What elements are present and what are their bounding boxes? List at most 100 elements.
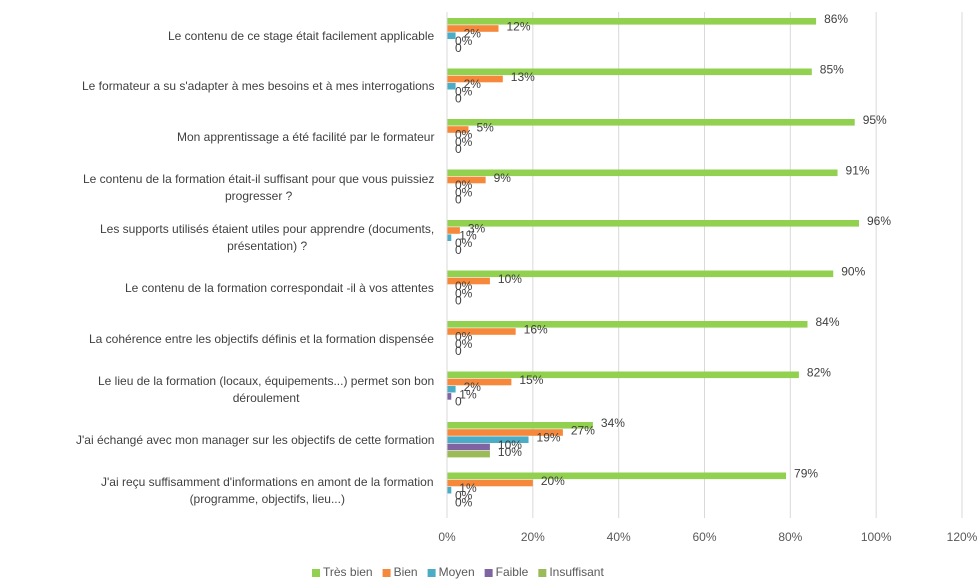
bar	[447, 429, 563, 436]
bar	[447, 486, 452, 494]
data-label: 9%	[494, 171, 512, 185]
data-label: 0%	[455, 495, 473, 509]
legend-swatch	[382, 569, 391, 577]
data-label: 0%	[455, 286, 473, 300]
bar	[447, 176, 486, 184]
legend-label: Faible	[496, 565, 529, 579]
data-label: 79%	[794, 467, 818, 481]
bar	[447, 385, 456, 393]
data-label: 0%	[455, 135, 473, 149]
bar	[447, 378, 512, 386]
bar	[447, 119, 855, 126]
data-label: 15%	[519, 373, 543, 387]
data-label: 2%	[464, 27, 482, 41]
data-label: 10%	[498, 445, 522, 459]
x-tick-label: 100%	[861, 530, 892, 544]
bar	[447, 443, 490, 451]
data-label: 2%	[464, 77, 482, 91]
data-label: 0%	[455, 279, 473, 293]
bar	[447, 371, 799, 379]
legend-label: Très bien	[323, 565, 373, 579]
data-label: 0%	[455, 178, 473, 192]
data-label: 0%	[455, 128, 473, 142]
x-tick-label: 80%	[778, 530, 802, 544]
category-label: Le lieu de la formation (locaux, équipem…	[98, 373, 435, 405]
data-label: 82%	[807, 366, 831, 380]
x-tick-label: 0%	[438, 530, 456, 544]
data-label: 0	[455, 91, 462, 105]
legend-label: Insuffisant	[549, 565, 604, 579]
data-label: 2%	[464, 380, 482, 394]
bar	[447, 220, 859, 227]
data-label: 27%	[571, 423, 595, 437]
data-label: 1%	[459, 387, 477, 401]
data-label: 0	[455, 41, 462, 55]
data-label: 3%	[468, 221, 486, 235]
bar	[447, 321, 808, 328]
bar	[447, 82, 456, 90]
bar	[447, 450, 490, 458]
data-label: 95%	[863, 113, 887, 127]
legend-swatch	[427, 569, 436, 577]
bar	[447, 75, 503, 83]
bar	[447, 227, 460, 234]
category-label: J'ai reçu suffisamment d'informations en…	[101, 474, 434, 506]
data-label: 0%	[455, 185, 473, 199]
x-tick-label: 20%	[521, 530, 545, 544]
bar	[447, 479, 533, 487]
data-label: 19%	[537, 431, 561, 445]
data-label: 91%	[846, 164, 870, 178]
bar	[447, 277, 490, 285]
bar	[447, 422, 593, 429]
data-label: 0%	[455, 337, 473, 351]
data-label: 13%	[511, 70, 535, 84]
data-label: 0	[455, 243, 462, 257]
bar	[447, 234, 452, 241]
data-label: 0	[455, 394, 462, 408]
data-label: 86%	[824, 12, 848, 26]
legend-label: Moyen	[439, 565, 475, 579]
bar	[447, 18, 817, 25]
data-label: 5%	[476, 120, 494, 134]
data-label: 0%	[455, 34, 473, 48]
category-label: Le formateur a su s'adapter à mes besoin…	[82, 79, 435, 93]
legend-label: Bien	[394, 565, 418, 579]
data-label: 90%	[841, 265, 865, 279]
x-tick-label: 40%	[607, 530, 631, 544]
x-tick-label: 60%	[692, 530, 716, 544]
data-label: 0%	[455, 330, 473, 344]
data-label: 0	[455, 344, 462, 358]
bar	[447, 328, 516, 335]
category-label: Les supports utilisés étaient utiles pou…	[100, 222, 435, 253]
data-label: 0	[455, 142, 462, 156]
bar	[447, 270, 834, 278]
data-label: 0%	[455, 236, 473, 250]
data-label: 0	[455, 293, 462, 307]
legend-swatch	[484, 569, 493, 577]
bar	[447, 436, 529, 443]
category-label: La cohérence entre les objectifs définis…	[89, 331, 434, 346]
data-label: 0%	[455, 488, 473, 502]
legend-swatch	[538, 569, 547, 577]
legend-swatch	[312, 569, 320, 577]
bar	[447, 32, 456, 39]
data-label: 34%	[601, 416, 625, 430]
category-label: Le contenu de la formation était-il suff…	[83, 171, 435, 203]
bar	[447, 68, 812, 76]
bar	[447, 126, 469, 133]
category-label: Le contenu de ce stage était facilement …	[168, 28, 435, 43]
category-label: Mon apprentissage a été facilité par le …	[177, 129, 435, 144]
data-label: 1%	[459, 481, 477, 495]
data-label: 20%	[541, 474, 565, 488]
bar	[447, 472, 787, 480]
data-label: 16%	[524, 322, 548, 336]
data-label: 10%	[498, 272, 522, 286]
data-label: 85%	[820, 63, 844, 77]
bar	[447, 393, 452, 400]
data-label: 0	[455, 192, 462, 206]
data-label: 0%	[455, 84, 473, 98]
x-tick-label: 120%	[947, 530, 978, 544]
data-label: 96%	[867, 214, 891, 228]
